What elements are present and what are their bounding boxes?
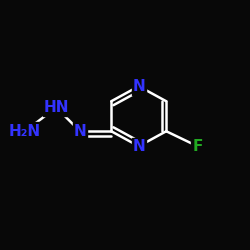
Bar	[132, 78, 146, 95]
Bar	[73, 122, 87, 140]
Bar	[132, 138, 146, 155]
Bar	[4, 122, 46, 140]
Bar	[42, 99, 70, 116]
Text: H₂N: H₂N	[9, 124, 41, 139]
Text: N: N	[132, 79, 145, 94]
Text: N: N	[132, 139, 145, 154]
Bar	[191, 138, 204, 155]
Text: F: F	[192, 139, 203, 154]
Text: N: N	[74, 124, 86, 139]
Text: HN: HN	[44, 100, 69, 115]
